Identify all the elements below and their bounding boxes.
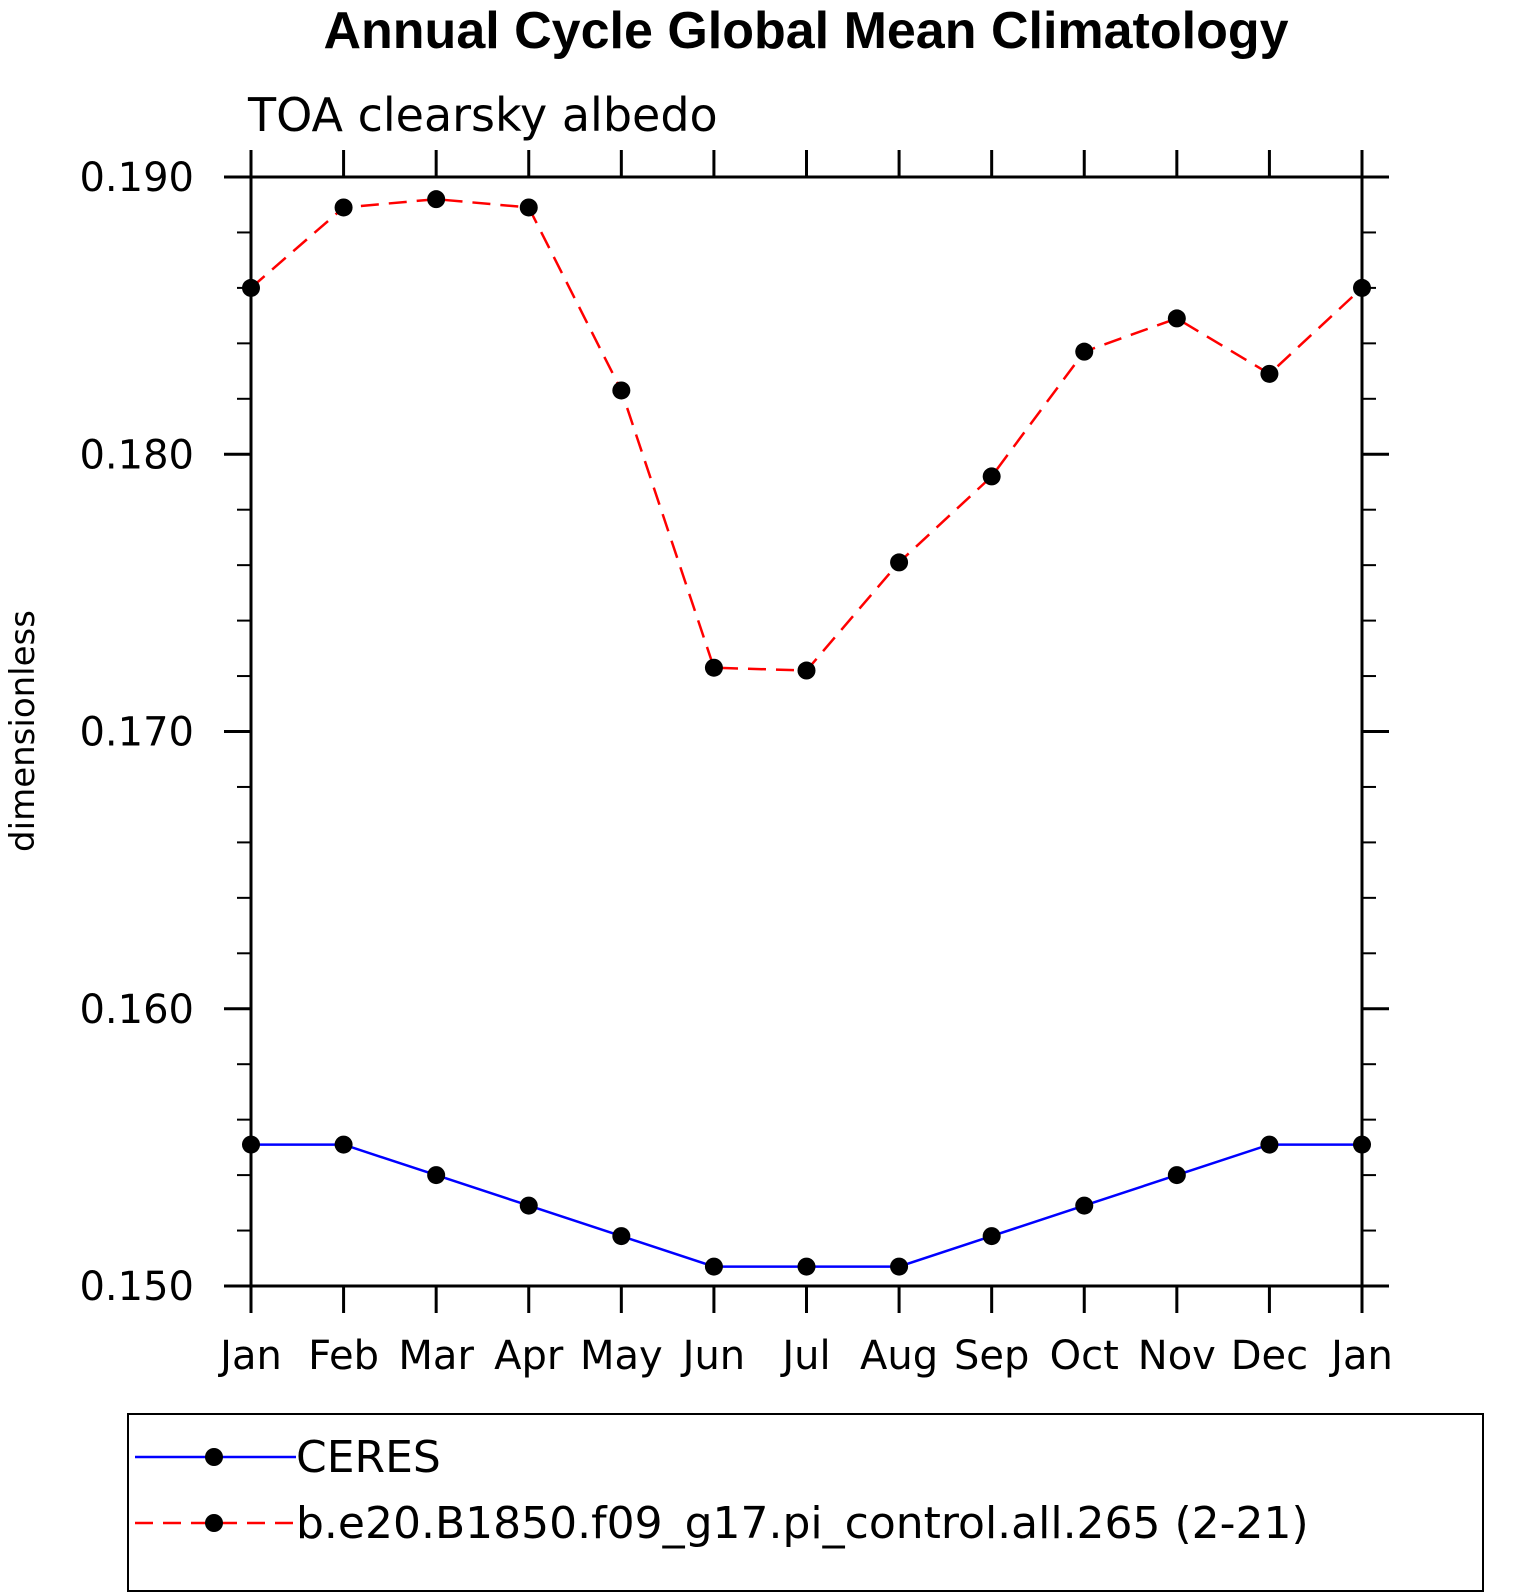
series-2-point xyxy=(982,467,1001,486)
series-2-point xyxy=(890,553,909,572)
x-tick-label: Dec xyxy=(1231,1333,1308,1379)
series-2-point xyxy=(334,198,353,217)
series-1-point xyxy=(982,1227,1001,1246)
series-1-point xyxy=(1353,1135,1371,1154)
y-tick-label: 0.180 xyxy=(79,432,194,478)
series-1-point xyxy=(334,1135,353,1154)
series-1-point xyxy=(242,1135,260,1154)
series-2-point xyxy=(1075,342,1094,361)
legend: CERES b.e20.B1850.f09_g17.pi_control.all.… xyxy=(127,1413,1484,1592)
chart-subtitle: TOA clearsky albedo xyxy=(247,88,718,142)
x-tick-label: Nov xyxy=(1138,1333,1216,1379)
y-tick-label: 0.150 xyxy=(79,1264,194,1310)
series-line-2 xyxy=(250,197,1363,672)
y-tick-label: 0.170 xyxy=(79,710,194,756)
x-tick-label: Aug xyxy=(860,1333,938,1379)
legend-label-2: b.e20.B1850.f09_g17.pi_control.all.265 (… xyxy=(296,1498,1309,1549)
series-2-point xyxy=(427,190,446,209)
series-2-point xyxy=(1260,364,1279,383)
series-2-point xyxy=(1167,309,1186,328)
x-tick-label: Feb xyxy=(308,1333,379,1379)
series-1-point xyxy=(1075,1196,1094,1215)
series-1-point xyxy=(612,1227,631,1246)
series-1-point xyxy=(1260,1135,1279,1154)
axis-ticks: 0.150 0.160 0.170 0.180 0.190 Jan Feb Mar Apr May… xyxy=(79,150,1393,1379)
series-1-point xyxy=(519,1196,538,1215)
legend-box xyxy=(127,1413,1484,1592)
series-2-point xyxy=(704,658,723,677)
x-tick-label: Apr xyxy=(494,1333,564,1379)
legend-marker-2 xyxy=(205,1514,223,1532)
series-1-point xyxy=(890,1257,909,1276)
x-tick-label: Jun xyxy=(680,1333,746,1379)
series-2-point xyxy=(797,661,816,680)
series-1-point xyxy=(1167,1166,1186,1185)
y-tick-label: 0.190 xyxy=(79,155,194,201)
series-1-point xyxy=(704,1257,723,1276)
x-tick-label: Jul xyxy=(779,1333,830,1379)
x-tick-label: Oct xyxy=(1050,1333,1119,1379)
series-2-point xyxy=(519,198,538,217)
series-1-point xyxy=(427,1166,446,1185)
series-2-point xyxy=(242,278,260,297)
y-tick-label: 0.160 xyxy=(79,987,194,1033)
x-tick-label: May xyxy=(580,1333,663,1379)
x-tick-label: Mar xyxy=(398,1333,474,1379)
plot-area xyxy=(249,175,1364,1288)
chart-title: Annual Cycle Global Mean Climatology xyxy=(323,2,1288,60)
x-tick-label: Sep xyxy=(954,1333,1029,1379)
series-2-point xyxy=(612,381,631,400)
legend-marker-1 xyxy=(205,1448,223,1466)
series-line-1 xyxy=(251,1143,1362,1268)
series-2-point xyxy=(1353,278,1371,297)
legend-label-1: CERES xyxy=(296,1432,441,1483)
series-layer xyxy=(242,190,1371,1276)
x-tick-label: Jan xyxy=(217,1333,282,1379)
series-1-point xyxy=(797,1257,816,1276)
y-axis-label: dimensionless xyxy=(3,610,43,852)
x-tick-label: Jan xyxy=(1328,1333,1393,1379)
plot-frame xyxy=(249,175,1364,1288)
